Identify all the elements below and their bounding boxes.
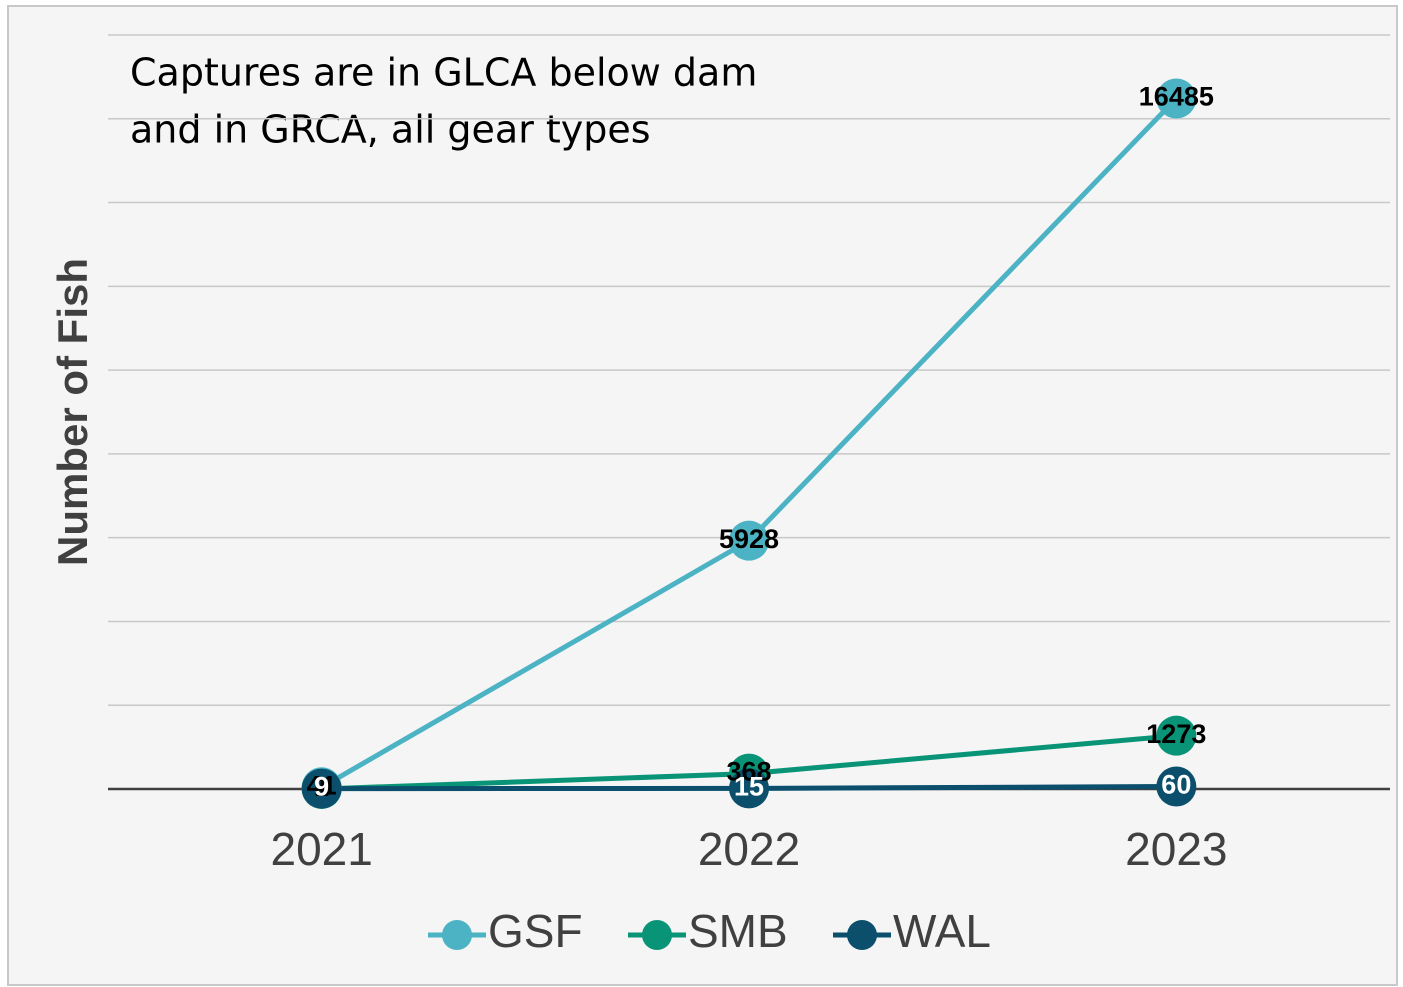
legend-label: SMB	[688, 905, 788, 957]
annotation: and in GRCA, all gear types	[130, 108, 651, 152]
data-label: 16485	[1139, 82, 1214, 112]
data-label: 15	[734, 771, 764, 801]
y-axis-label: Number of Fish	[49, 258, 96, 566]
data-label: 5928	[719, 524, 779, 554]
marker	[1156, 715, 1197, 756]
marker	[1156, 766, 1197, 807]
legend-label: GSF	[488, 905, 583, 957]
x-tick-label: 2023	[1125, 823, 1227, 875]
data-label: 1273	[1146, 719, 1206, 749]
x-tick-label: 2021	[270, 823, 372, 875]
marker	[1156, 78, 1197, 119]
data-label: 1	[314, 772, 329, 802]
chart-frame	[7, 5, 1398, 986]
annotation: Captures are in GLCA below dam	[130, 51, 757, 95]
legend-label: WAL	[893, 905, 991, 957]
legend-marker	[642, 920, 672, 950]
marker	[729, 768, 769, 809]
marker	[301, 768, 342, 809]
data-label: 368	[726, 757, 771, 787]
legend-marker	[442, 920, 472, 950]
marker	[729, 520, 769, 561]
data-label: 41	[307, 770, 337, 800]
x-tick-label: 2022	[698, 823, 800, 875]
legend-marker	[847, 920, 877, 950]
data-label: 9	[314, 772, 329, 802]
data-label: 60	[1161, 770, 1191, 800]
